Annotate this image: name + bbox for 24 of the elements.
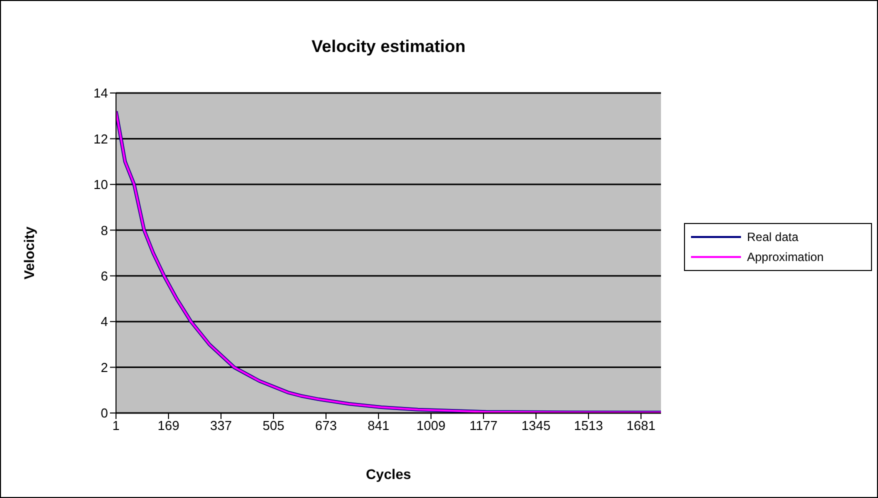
x-tick-label: 1345 xyxy=(522,418,550,434)
y-tick-label: 2 xyxy=(100,360,108,375)
x-tick-label: 1 xyxy=(112,418,120,434)
y-tick-label: 4 xyxy=(100,314,108,330)
x-tick-label: 337 xyxy=(210,418,232,434)
x-axis-title: Cycles xyxy=(366,466,412,482)
y-tick-label: 10 xyxy=(94,177,108,192)
y-tick-label: 14 xyxy=(94,86,108,101)
y-tick-label: 8 xyxy=(100,222,108,238)
x-tick-label: 841 xyxy=(368,418,390,434)
x-tick-label: 673 xyxy=(315,418,337,434)
x-tick-label: 1009 xyxy=(416,418,446,434)
y-tick-label: 0 xyxy=(100,406,108,421)
legend-label: Real data xyxy=(747,230,798,244)
x-tick-label: 1681 xyxy=(626,418,656,434)
legend-label: Approximation xyxy=(747,250,824,264)
chart-title: Velocity estimation xyxy=(310,37,466,57)
x-tick-label: 169 xyxy=(158,418,180,434)
x-tick-label: 1177 xyxy=(470,418,498,434)
y-tick-label: 6 xyxy=(100,268,108,284)
y-axis-title: Velocity xyxy=(20,226,37,280)
x-tick-label: 1513 xyxy=(574,418,603,434)
x-tick-label: 505 xyxy=(262,418,284,434)
y-tick-label: 12 xyxy=(94,131,108,146)
